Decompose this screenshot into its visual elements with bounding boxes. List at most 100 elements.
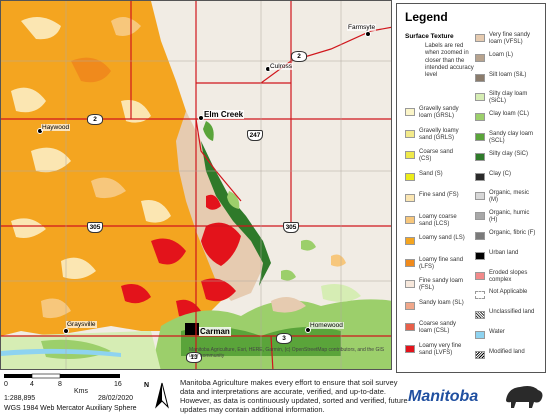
legend-item-label: Gravelly sandy loam (GRSL) xyxy=(419,106,459,119)
legend-item-label: Sandy clay loam (SCL) xyxy=(489,131,534,144)
highway-shield: 305 xyxy=(283,222,299,233)
legend-swatch xyxy=(405,280,415,288)
map-footer: 0 4 8 16 Kms 1:288,895 28/02/2020 WGS 19… xyxy=(0,372,550,416)
legend-swatch xyxy=(405,194,415,202)
legend-swatch xyxy=(475,113,485,122)
place-haywood: Haywood xyxy=(41,124,71,131)
legend-swatch xyxy=(475,331,485,339)
legend-swatch xyxy=(475,133,485,141)
legend-swatch xyxy=(475,34,485,42)
legend-swatch xyxy=(405,215,415,224)
scale-tick: 16 xyxy=(114,381,122,388)
legend-swatch xyxy=(475,192,485,201)
north-arrow-icon xyxy=(155,382,169,409)
legend-item-label: Loamy very fine sand (LVFS) xyxy=(419,342,462,356)
legend-swatch xyxy=(475,53,485,62)
scale-tick: 8 xyxy=(58,381,62,388)
legend-swatch xyxy=(475,93,485,102)
legend-note: Labels are red when zoomed in closer tha… xyxy=(425,43,474,79)
legend-item-label: Water xyxy=(489,329,505,335)
legend-swatch xyxy=(475,311,485,320)
legend-item-label: Silty clay (SiC) xyxy=(489,150,529,157)
legend-item-label: Fine sandy loam (FSL) xyxy=(419,278,464,291)
legend-swatch xyxy=(405,129,415,138)
legend-item-label: Organic, fibric (F) xyxy=(489,230,536,236)
legend-panel: Legend Surface Texture Labels are red wh… xyxy=(396,3,546,373)
legend-swatch xyxy=(405,172,415,181)
map-attribution: Manitoba Agriculture, Esri, HERE, Garmin… xyxy=(189,347,385,359)
legend-swatch xyxy=(405,108,415,116)
legend-title: Legend xyxy=(405,10,448,24)
projection: WGS 1984 Web Mercator Auxiliary Sphere xyxy=(4,405,137,412)
legend-item-label: Coarse sand (CS) xyxy=(419,149,454,162)
legend-swatch xyxy=(405,344,415,353)
legend-swatch xyxy=(475,212,485,221)
legend-item-label: Organic, mesic (M) xyxy=(489,190,530,204)
legend-swatch xyxy=(405,301,415,310)
place-carman: Carman xyxy=(199,327,231,336)
manitoba-logo: Manitoba xyxy=(408,388,479,405)
scale-unit: Kms xyxy=(74,388,88,395)
scale-tick: 0 xyxy=(4,381,8,388)
legend-swatch xyxy=(405,258,415,267)
legend-swatch xyxy=(405,151,415,159)
legend-subtitle: Surface Texture xyxy=(405,33,454,40)
scale-ratio: 1:288,895 xyxy=(4,395,36,402)
legend-swatch xyxy=(475,251,485,260)
highway-shield: 305 xyxy=(87,222,103,233)
legend-swatch xyxy=(475,271,485,280)
map-view[interactable]: Farmsyte Culross Haywood Elm Creek Grays… xyxy=(0,0,392,370)
legend-swatch xyxy=(405,237,415,245)
bison-icon xyxy=(506,386,543,408)
legend-item-label: Clay loam (CL) xyxy=(489,111,530,118)
legend-item-label: Sand (S) xyxy=(419,170,443,177)
town-marker xyxy=(305,327,311,333)
legend-item-label: Loamy coarse sand (LCS) xyxy=(419,213,457,227)
legend-item-label: Loamy sand (LS) xyxy=(419,235,465,241)
town-marker xyxy=(365,31,371,37)
legend-swatch xyxy=(475,172,485,181)
place-farmsyte: Farmsyte xyxy=(347,24,377,31)
legend-swatch xyxy=(475,232,485,240)
legend-item-label: Modified land xyxy=(489,348,525,355)
legend-swatch xyxy=(475,152,485,161)
highway-shield: 13 xyxy=(186,352,202,363)
place-homewood: Homewood xyxy=(309,322,344,329)
legend-item-label: Loamy fine sand (LFS) xyxy=(419,256,464,270)
legend-item-label: Fine sand (FS) xyxy=(419,192,459,198)
legend-item-label: Sandy loam (SL) xyxy=(419,299,464,306)
highway-shield: 3 xyxy=(276,333,292,344)
north-arrow: N xyxy=(144,379,174,416)
legend-item-label: Organic, humic (H) xyxy=(489,210,530,224)
legend-swatch xyxy=(475,73,485,82)
legend-item-label: Coarse sandy loam (CSL) xyxy=(419,321,457,334)
place-culross: Culross xyxy=(269,63,294,70)
town-marker xyxy=(37,128,43,134)
legend-item-label: Not Applicable xyxy=(489,289,528,296)
legend-item-label: Unclassified land xyxy=(489,309,535,316)
legend-item-label: Silt loam (SiL) xyxy=(489,71,527,78)
legend-item-label: Urban land xyxy=(489,249,519,256)
lvfs-region xyxy=(201,222,241,266)
highway-shield: 2 xyxy=(87,114,103,125)
legend-swatch xyxy=(405,323,415,331)
legend-item-label: Clay (C) xyxy=(489,170,511,177)
clay-region xyxy=(201,141,271,286)
legend-item-label: Eroded slopes complex xyxy=(489,269,528,283)
legend-swatch xyxy=(475,350,485,359)
legend-item-label: Loam (L) xyxy=(489,51,514,58)
map-date: 28/02/2020 xyxy=(98,395,134,402)
legend-item-label: Silty clay loam (SiCL) xyxy=(489,91,528,105)
highway-shield: 2 xyxy=(291,51,307,62)
soil-texture-map xyxy=(1,1,391,369)
legend-item-label: Very fine sandy loam (VFSL) xyxy=(489,32,531,45)
scale-bar xyxy=(4,373,120,379)
legend-item-label: Gravelly loamy sand (GRLS) xyxy=(419,127,459,141)
place-graysville: Graysville xyxy=(66,321,97,328)
town-marker xyxy=(63,328,69,334)
legend-swatch xyxy=(475,291,485,300)
highway-shield: 247 xyxy=(247,130,263,141)
carman-urban xyxy=(185,323,199,335)
north-label: N xyxy=(144,382,150,389)
disclaimer: Manitoba Agriculture makes every effort … xyxy=(180,378,408,414)
